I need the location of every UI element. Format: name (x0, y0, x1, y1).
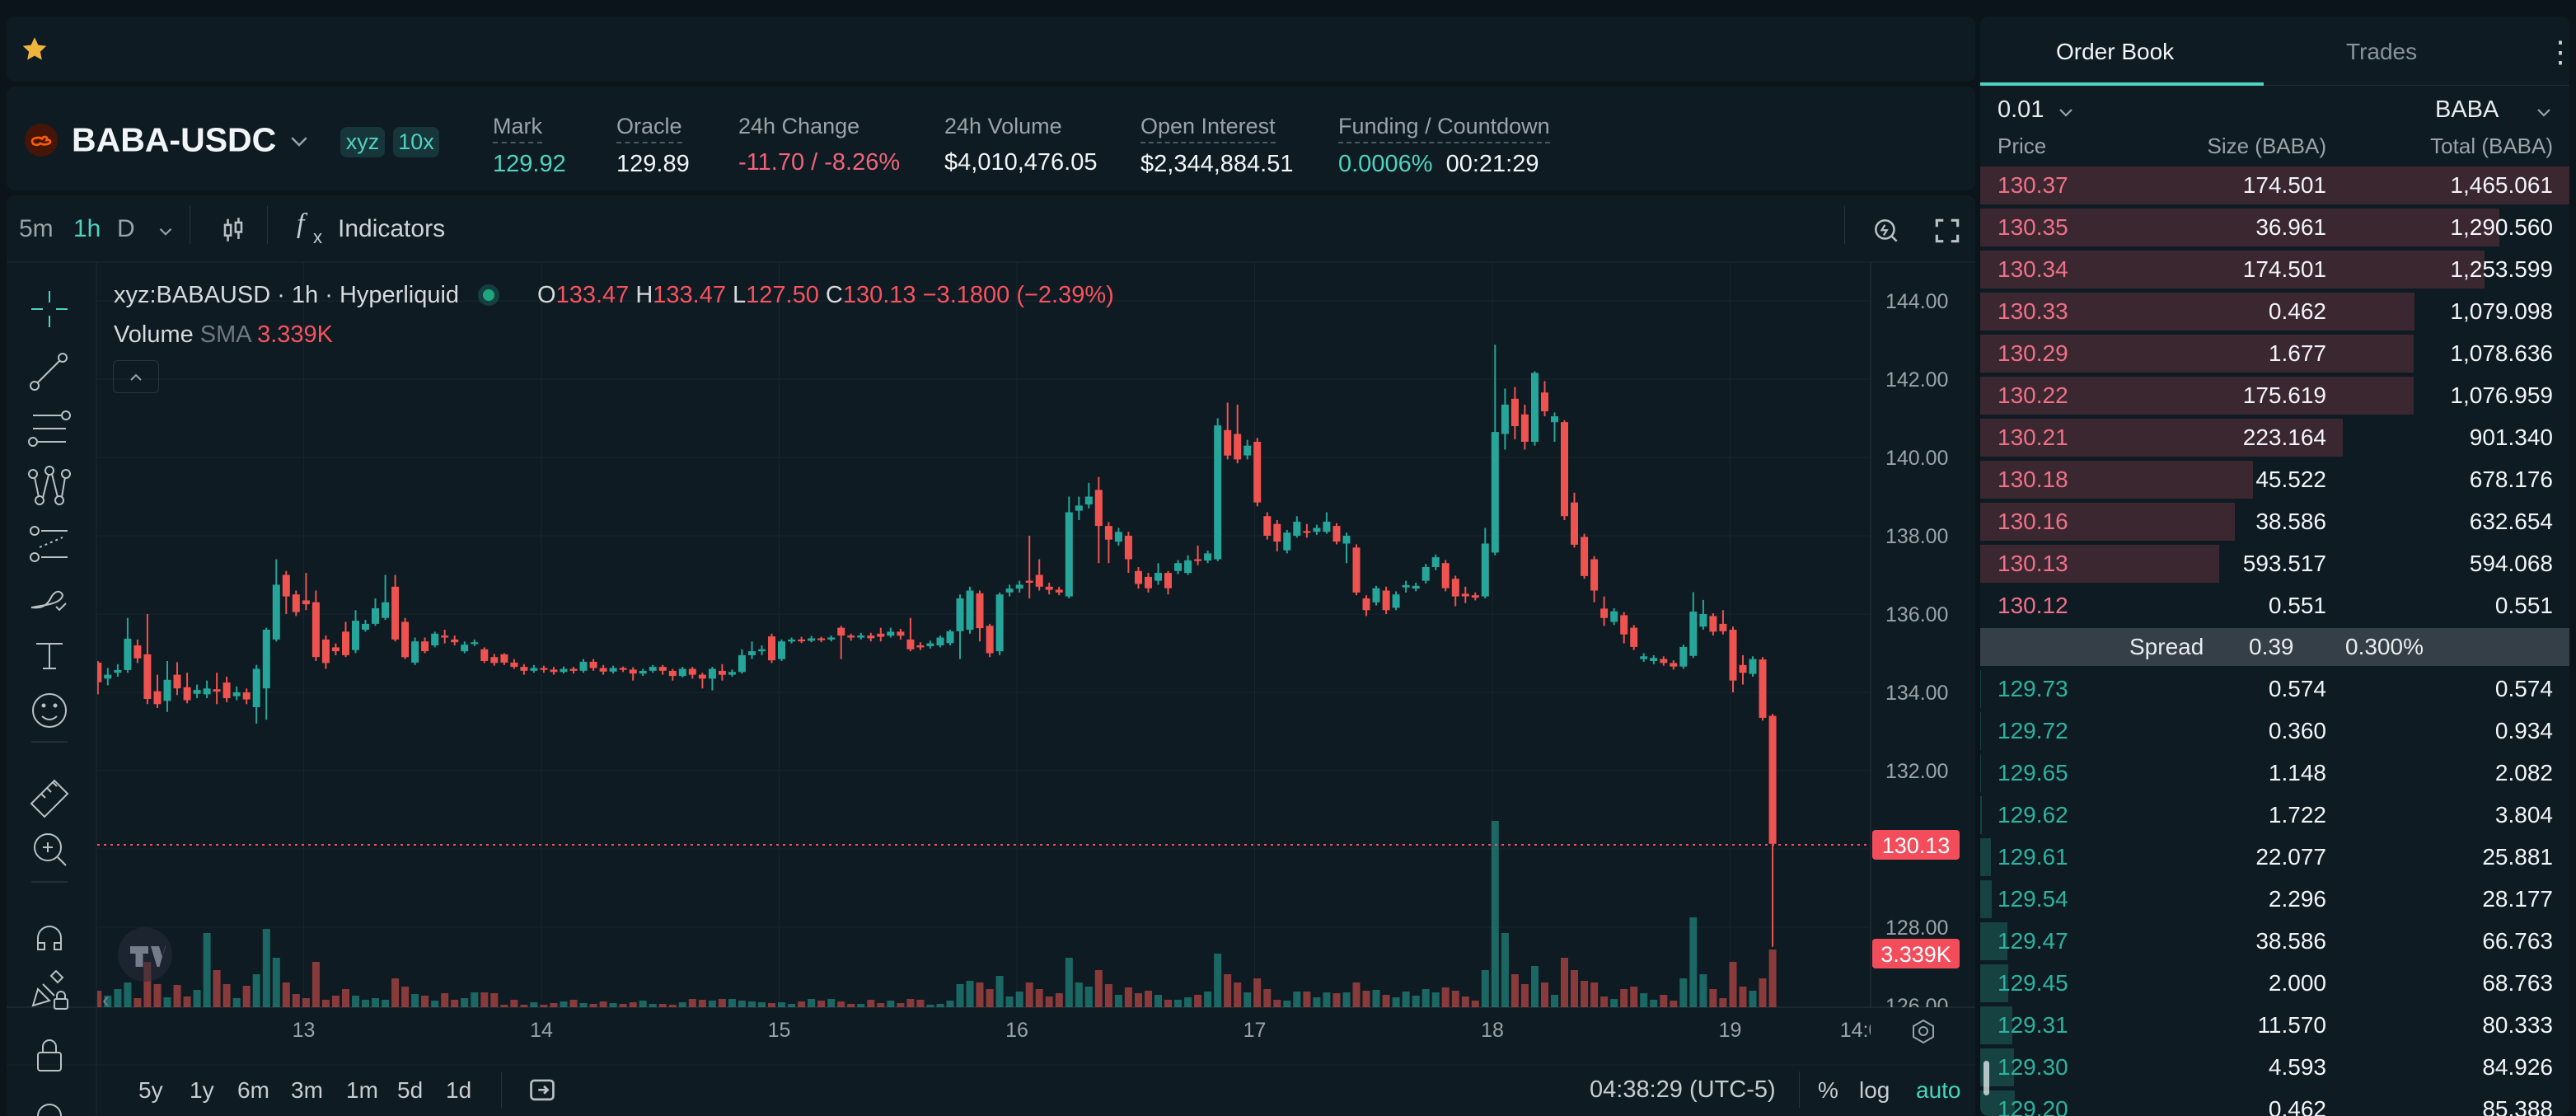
svg-text:128.00: 128.00 (1885, 917, 1948, 940)
svg-text:144.00: 144.00 (1885, 290, 1948, 313)
svg-text:19: 19 (1719, 1019, 1742, 1042)
svg-text:134.00: 134.00 (1885, 682, 1948, 705)
svg-text:136.00: 136.00 (1885, 603, 1948, 626)
svg-text:132.00: 132.00 (1885, 760, 1948, 783)
svg-text:126.00: 126.00 (1885, 995, 1948, 1018)
svg-text:140.00: 140.00 (1885, 447, 1948, 470)
svg-text:13: 13 (293, 1019, 316, 1042)
svg-text:142.00: 142.00 (1885, 368, 1948, 392)
svg-text:‹: ‹ (102, 987, 110, 1012)
svg-text:15: 15 (768, 1019, 791, 1042)
svg-text:130.13: 130.13 (1882, 833, 1951, 858)
svg-text:14:00: 14:00 (1840, 1019, 1892, 1042)
svg-text:16: 16 (1005, 1019, 1028, 1042)
svg-text:17: 17 (1244, 1019, 1267, 1042)
svg-text:14: 14 (530, 1019, 553, 1042)
svg-text:18: 18 (1481, 1019, 1504, 1042)
svg-text:3.339K: 3.339K (1880, 942, 1951, 967)
svg-text:138.00: 138.00 (1885, 525, 1948, 548)
